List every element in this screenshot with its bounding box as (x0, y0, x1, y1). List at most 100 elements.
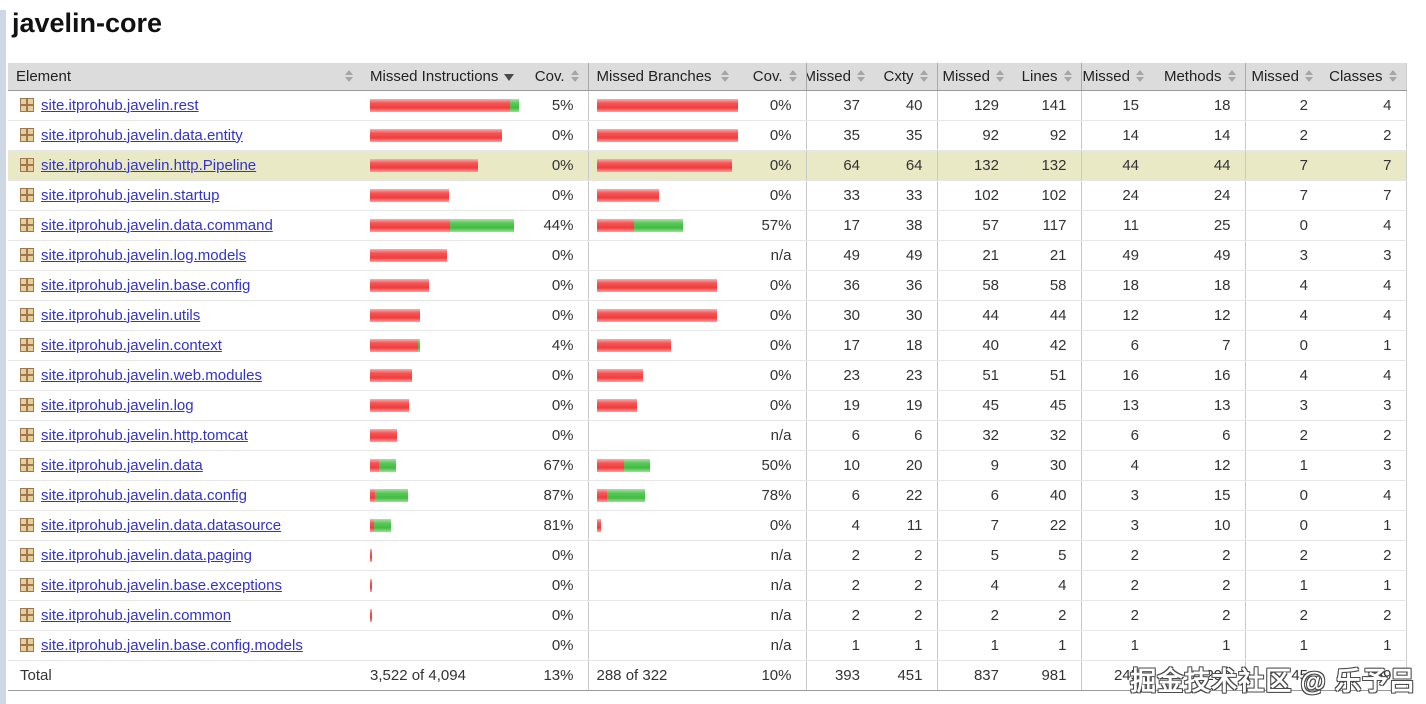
missed-classes-value: 2 (1244, 120, 1322, 151)
missed-methods-value: 49 (1080, 240, 1153, 271)
package-icon (20, 247, 34, 262)
instructions-coverage-percent: 87% (520, 480, 588, 511)
instructions-coverage-bar (370, 579, 372, 593)
branches-bar-cell (587, 510, 738, 541)
header-missed-methods[interactable]: Missed (1080, 63, 1153, 91)
classes-value: 7 (1322, 180, 1406, 211)
missed-classes-value: 2 (1244, 600, 1322, 631)
package-link[interactable]: site.itprohub.javelin.base.config (41, 276, 251, 294)
covered-bar-segment (606, 489, 645, 503)
package-link[interactable]: site.itprohub.javelin.data.datasource (41, 516, 282, 534)
methods-value: 18 (1153, 90, 1245, 121)
instructions-bar-cell (362, 120, 520, 151)
table-row: site.itprohub.javelin.log.models 0% n/a … (8, 240, 1406, 271)
header-methods[interactable]: Methods (1153, 63, 1245, 91)
covered-bar-segment (418, 339, 420, 353)
header-classes[interactable]: Classes (1322, 63, 1406, 91)
package-link[interactable]: site.itprohub.javelin.log.models (41, 246, 247, 264)
header-missed-lines[interactable]: Missed (936, 63, 1013, 91)
instructions-bar-cell (362, 570, 520, 601)
header-missed-classes[interactable]: Missed (1244, 63, 1322, 91)
branches-coverage-percent: n/a (738, 420, 806, 451)
package-link[interactable]: site.itprohub.javelin.data.entity (41, 126, 243, 144)
package-link[interactable]: site.itprohub.javelin.data.config (41, 486, 247, 504)
header-branches-cov[interactable]: Cov. (738, 63, 806, 91)
header-missed-label: Missed (942, 67, 990, 85)
header-missed-instructions[interactable]: Missed Instructions (362, 63, 520, 91)
table-row: site.itprohub.javelin.rest 5% 0% 37 40 1… (8, 90, 1406, 121)
package-link[interactable]: site.itprohub.javelin.rest (41, 96, 199, 114)
header-missed-branches[interactable]: Missed Branches (587, 63, 738, 91)
lines-value: 5 (1013, 540, 1081, 571)
missed-methods-value: 6 (1080, 420, 1153, 451)
table-row: site.itprohub.javelin.http.tomcat 0% n/a… (8, 420, 1406, 451)
package-link[interactable]: site.itprohub.javelin.base.exceptions (41, 576, 282, 594)
instructions-bar-cell (362, 240, 520, 271)
instructions-coverage-percent: 0% (520, 540, 588, 571)
package-link[interactable]: site.itprohub.javelin.context (41, 336, 222, 354)
package-link[interactable]: site.itprohub.javelin.data (41, 456, 203, 474)
package-link[interactable]: site.itprohub.javelin.log (41, 396, 194, 414)
missed-cxty-value: 10 (805, 450, 874, 481)
lines-value: 117 (1013, 210, 1081, 241)
missed-cxty-value: 17 (805, 210, 874, 241)
package-link[interactable]: site.itprohub.javelin.http.Pipeline (41, 156, 257, 174)
missed-bar-segment (370, 339, 418, 353)
missed-methods-value: 2 (1080, 570, 1153, 601)
header-lines[interactable]: Lines (1013, 63, 1081, 91)
header-cov-label: Cov. (752, 67, 783, 85)
missed-lines-value: 32 (936, 420, 1013, 451)
header-methods-label: Methods (1163, 67, 1222, 85)
missed-cxty-value: 23 (805, 360, 874, 391)
package-icon (20, 277, 34, 292)
package-link[interactable]: site.itprohub.javelin.data.command (41, 216, 273, 234)
package-link[interactable]: site.itprohub.javelin.web.modules (41, 366, 262, 384)
missed-lines-value: 21 (936, 240, 1013, 271)
branches-bar-cell (587, 630, 738, 661)
branches-coverage-bar (596, 159, 732, 173)
cxty-value: 40 (874, 90, 937, 121)
lines-value: 21 (1013, 240, 1081, 271)
instructions-coverage-bar (370, 609, 372, 623)
sort-icon (570, 69, 580, 83)
header-missed-label: Missed (1082, 67, 1130, 85)
header-classes-label: Classes (1329, 67, 1383, 85)
branches-coverage-bar (596, 279, 717, 293)
branches-coverage-bar (596, 459, 650, 473)
package-link[interactable]: site.itprohub.javelin.common (41, 606, 232, 624)
methods-value: 2 (1153, 540, 1245, 571)
lines-value: 132 (1013, 150, 1081, 181)
package-link[interactable]: site.itprohub.javelin.startup (41, 186, 220, 204)
cxty-value: 22 (874, 480, 937, 511)
sort-icon (721, 69, 730, 83)
lines-value: 30 (1013, 450, 1081, 481)
header-missed-cxty[interactable]: Missed (805, 63, 874, 91)
table-row: site.itprohub.javelin.data 67% 50% 10 20… (8, 450, 1406, 481)
package-icon (20, 577, 34, 592)
instructions-coverage-percent: 0% (520, 360, 588, 391)
package-link[interactable]: site.itprohub.javelin.utils (41, 306, 201, 324)
missed-bar-segment (370, 579, 372, 593)
methods-value: 12 (1153, 300, 1245, 331)
branches-bar-cell (587, 270, 738, 301)
methods-value: 2 (1153, 570, 1245, 601)
total-label: Total (8, 659, 362, 691)
instructions-coverage-percent: 0% (520, 270, 588, 301)
header-element[interactable]: Element (8, 63, 362, 91)
header-cxty[interactable]: Cxty (874, 63, 937, 91)
missed-bar-segment (370, 429, 397, 443)
package-link[interactable]: site.itprohub.javelin.http.tomcat (41, 426, 248, 444)
methods-value: 6 (1153, 420, 1245, 451)
missed-classes-value: 2 (1244, 90, 1322, 121)
missed-bar-segment (370, 489, 375, 503)
table-row: site.itprohub.javelin.data.paging 0% n/a… (8, 540, 1406, 571)
table-row: site.itprohub.javelin.data.datasource 81… (8, 510, 1406, 541)
methods-value: 15 (1153, 480, 1245, 511)
missed-cxty-value: 17 (805, 330, 874, 361)
package-link[interactable]: site.itprohub.javelin.base.config.models (41, 636, 303, 654)
package-icon (20, 187, 34, 202)
header-instructions-cov[interactable]: Cov. (520, 63, 588, 91)
package-link[interactable]: site.itprohub.javelin.data.paging (41, 546, 252, 564)
branches-bar-cell (587, 120, 738, 151)
instructions-coverage-bar (370, 339, 420, 353)
